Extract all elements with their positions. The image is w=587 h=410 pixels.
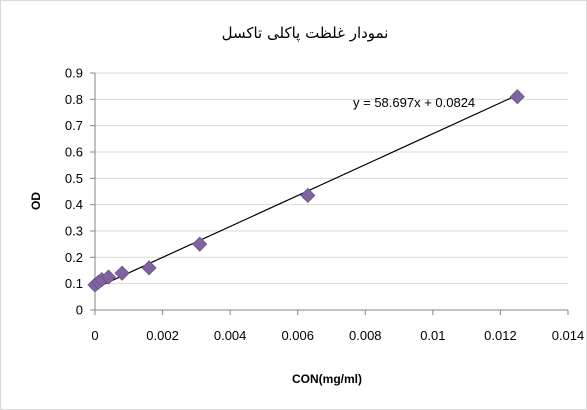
y-tick-label: 0.3 (65, 224, 83, 239)
x-tick-label: 0.006 (281, 328, 314, 343)
y-tick-label: 0.1 (65, 276, 83, 291)
x-tick-label: 0 (91, 328, 98, 343)
data-point (300, 187, 316, 204)
trendline-equation: y = 58.697x + 0.0824 (353, 95, 475, 110)
y-tick-label: 0.2 (65, 250, 83, 265)
data-point (509, 89, 525, 105)
x-tick-label: 0.012 (484, 328, 517, 343)
y-tick-label: 0.8 (65, 92, 83, 107)
chart-title: نمودار غلظت پاکلی تاکسل (222, 24, 389, 43)
data-point (114, 265, 130, 281)
data-point (100, 269, 117, 285)
data-points (87, 89, 525, 293)
data-point (141, 260, 157, 276)
x-tick-label: 0.01 (420, 328, 445, 343)
data-point (192, 236, 208, 252)
x-tick-label: 0.014 (552, 328, 585, 343)
y-tick-label: 0 (76, 303, 83, 318)
y-tick-label: 0.6 (65, 145, 83, 160)
y-tick-label: 0.5 (65, 171, 83, 186)
x-tick-label: 0.002 (146, 328, 179, 343)
y-axis-title: OD (29, 192, 43, 210)
axes (90, 72, 569, 315)
y-tick-label: 0.7 (65, 118, 83, 133)
gridlines (95, 72, 568, 285)
y-tick-label: 0.4 (65, 197, 83, 212)
y-tick-label: 0.9 (65, 66, 83, 81)
x-axis-title: CON(mg/ml) (292, 372, 362, 386)
y-axis-tick-labels: 0 0.1 0.2 0.3 0.4 0.5 0.6 0.7 0.8 0.9 (65, 66, 83, 318)
x-axis-tick-labels: 0 0.002 0.004 0.006 0.008 0.01 0.012 0.014 (91, 328, 584, 343)
x-tick-label: 0.008 (349, 328, 382, 343)
x-tick-label: 0.004 (214, 328, 247, 343)
